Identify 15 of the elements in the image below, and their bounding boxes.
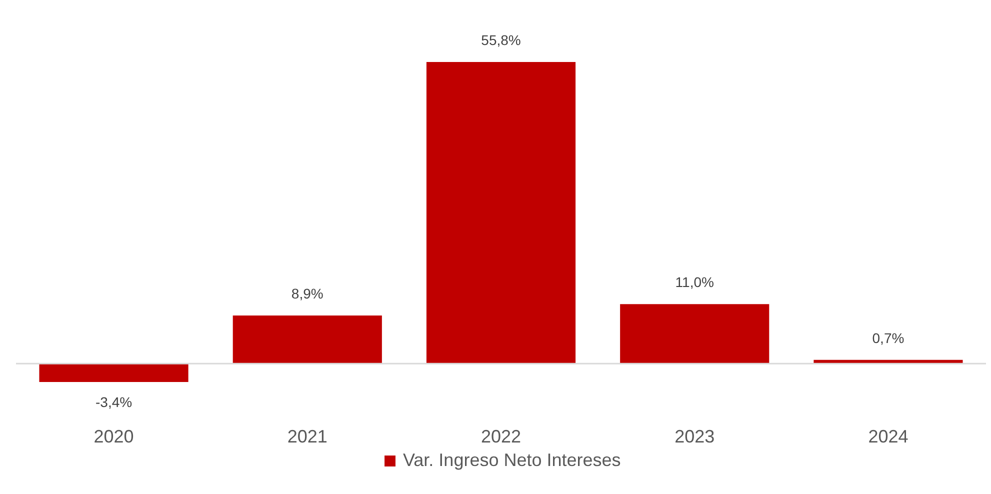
data-label: 11,0% <box>675 274 714 290</box>
bar <box>232 316 382 364</box>
legend-label: Var. Ingreso Neto Intereses <box>403 450 621 470</box>
x-tick-label: 2022 <box>480 426 522 446</box>
data-label: 55,8% <box>481 32 521 48</box>
x-tick-label: 2021 <box>287 426 328 446</box>
x-tick-label: 2024 <box>868 426 908 446</box>
x-tick-label: 2020 <box>94 426 134 446</box>
data-label: 0,7% <box>872 330 904 346</box>
data-label: 8,9% <box>291 286 324 302</box>
data-label: -3,4% <box>95 394 132 410</box>
x-tick-label: 2023 <box>674 426 715 446</box>
bar <box>620 304 770 364</box>
bar <box>426 62 576 364</box>
bar <box>39 364 188 382</box>
